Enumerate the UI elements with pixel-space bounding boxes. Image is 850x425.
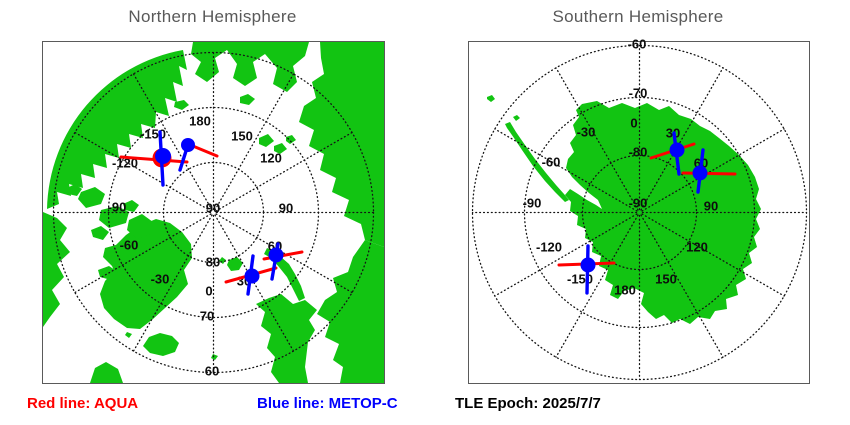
landmass-antarctic-peninsula	[505, 122, 569, 202]
satellite-position-dot	[268, 247, 284, 263]
meridian-line	[132, 73, 213, 211]
northern-satellite-markers	[119, 130, 304, 296]
northern-grid	[52, 51, 375, 374]
northern-hemisphere-title: Northern Hemisphere	[128, 7, 297, 26]
latitude-label: 80	[206, 255, 220, 270]
northern-grid-labels: 1801501209060300-30-60-90-120-1509080706…	[108, 114, 294, 379]
landmass-severnaya-zemlya	[259, 134, 296, 154]
meridian-label: 180	[189, 114, 211, 129]
meridian-label: 90	[704, 199, 718, 214]
meridian-label: 120	[686, 240, 708, 255]
meridian-line	[215, 131, 353, 212]
meridian-label: -60	[120, 238, 139, 253]
meridian-label: -150	[567, 272, 593, 287]
meridian-label: 150	[655, 272, 677, 287]
northern-landmass	[43, 42, 384, 383]
meridian-label: -30	[151, 272, 170, 287]
southern-satellite-markers	[557, 131, 737, 295]
landmass-canadian-archipelago	[67, 184, 153, 280]
landmass-alaska	[47, 50, 187, 209]
southern-grid-labels: 0306090120150180-150-120-90-60-30-90-80-…	[523, 37, 719, 298]
northern-hemisphere-map: 180 150 120 90 60 30 0 -30 -60 -90 -120 -150 90 80 70 6…	[42, 41, 385, 384]
meridian-line	[74, 131, 212, 212]
meridian-line	[640, 214, 724, 358]
meridian-line	[555, 67, 639, 211]
satellite-position-dot	[580, 257, 596, 273]
meridian-line	[214, 73, 295, 211]
legend-tle-epoch: TLE Epoch: 2025/7/7	[455, 395, 601, 412]
legend-red-line-aqua: Red line: AQUA	[27, 395, 139, 412]
latitude-label: -80	[629, 145, 648, 160]
meridian-line	[641, 128, 785, 212]
meridian-label: 0	[630, 116, 637, 131]
meridian-line	[132, 214, 213, 352]
landmass-russia-europe	[317, 240, 384, 383]
landmass-canada-mainland	[43, 212, 70, 327]
satellite-position-dot	[181, 138, 195, 152]
meridian-label: 0	[205, 284, 212, 299]
landmass-labrador	[90, 362, 123, 383]
meridian-label: -90	[523, 196, 542, 211]
meridian-label: 150	[231, 129, 253, 144]
satellite-position-dot	[692, 165, 708, 181]
meridian-label: 120	[260, 151, 282, 166]
landmass-scandinavia	[256, 294, 317, 383]
southern-grid	[471, 44, 808, 381]
latitude-label: 90	[206, 201, 220, 216]
landmass-svalbard	[219, 257, 243, 271]
satellite-position-dot	[244, 268, 260, 284]
metopc-track-segment	[178, 149, 188, 172]
meridian-line	[215, 213, 353, 294]
southern-hemisphere-map: 0 30 60 90 120 150 180 -150 -120 -90 -60 -30 -90 -80-…	[468, 37, 810, 384]
meridian-line	[555, 214, 639, 358]
legend-blue-line-metopc: Blue line: METOP-C	[257, 395, 398, 412]
landmass-iceland	[125, 332, 218, 360]
landmass-wrangel	[174, 100, 189, 110]
southern-hemisphere-title: Southern Hemisphere	[552, 7, 724, 26]
meridian-label: -120	[536, 240, 562, 255]
meridian-line	[640, 67, 724, 211]
meridian-label: -30	[577, 125, 596, 140]
latitude-label: -70	[629, 86, 648, 101]
meridian-line	[641, 213, 785, 297]
landmass-siberia	[299, 42, 384, 247]
latitude-label: 60	[205, 364, 219, 379]
landmass-new-siberian-islands	[240, 94, 255, 105]
meridian-label: 180	[614, 283, 636, 298]
latitude-label: 70	[200, 309, 214, 324]
latitude-circle--70	[523, 96, 756, 329]
aqua-track-segment	[681, 171, 737, 176]
meridian-label: 90	[279, 201, 293, 216]
landmass-chukotka	[191, 42, 309, 92]
latitude-label: -60	[628, 37, 647, 52]
meridian-line	[494, 128, 638, 212]
meridian-line	[74, 213, 212, 294]
meridian-label: -90	[108, 200, 127, 215]
latitude-label: -90	[629, 196, 648, 211]
meridian-line	[494, 213, 638, 297]
meridian-label: -60	[542, 155, 561, 170]
satellite-position-dot	[155, 148, 171, 164]
satellite-position-dot	[669, 142, 685, 158]
landmass-antarctic-islands	[487, 95, 520, 121]
